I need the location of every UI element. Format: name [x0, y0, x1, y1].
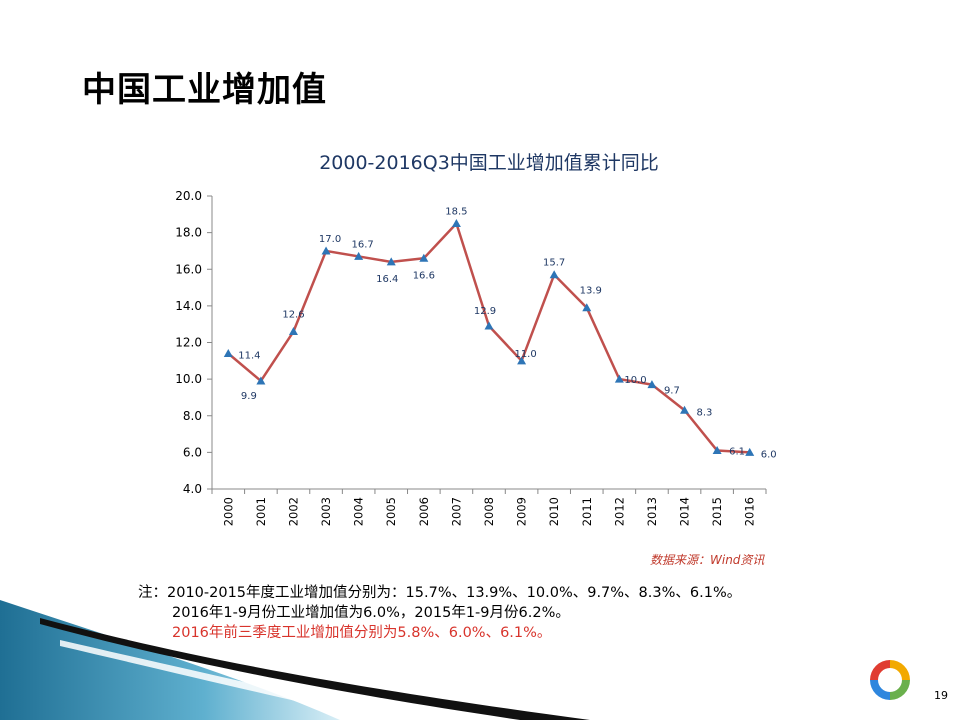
y-tick-label: 10.0: [175, 372, 202, 386]
data-point-marker: [419, 253, 429, 262]
data-label: 16.7: [352, 239, 374, 250]
x-tick-label: 2002: [286, 497, 300, 526]
data-label: 10.0: [624, 375, 646, 386]
data-label: 9.7: [664, 386, 680, 397]
y-tick-label: 12.0: [175, 336, 202, 350]
line-chart: 2000-2016Q3中国工业增加值累计同比 4.0 6.0 8.0 10.0 12.0 1…: [175, 152, 777, 526]
data-label: 15.7: [543, 258, 565, 269]
data-source: 数据来源：Wind资讯: [650, 553, 765, 567]
data-label: 6.0: [761, 449, 777, 460]
y-tick-label: 6.0: [183, 445, 202, 459]
note-line-2: 2016年1-9月份工业增加值为6.0%，2015年1-9月份6.2%。: [172, 605, 570, 621]
data-point-marker: [745, 447, 755, 456]
note-line-3: 2016年前三季度工业增加值分别为5.8%、6.0%、6.1%。: [172, 625, 552, 641]
y-tick-label: 8.0: [183, 409, 202, 423]
data-label: 8.3: [697, 407, 713, 418]
slide-title: 中国工业增加值: [82, 70, 327, 110]
page-number: 19: [934, 689, 948, 702]
x-tick-label: 2001: [254, 497, 268, 526]
data-label: 12.6: [282, 310, 304, 321]
x-tick-label: 2000: [221, 497, 235, 526]
data-point-marker: [712, 446, 722, 455]
notes-block: 注：2010-2015年度工业增加值分别为：15.7%、13.9%、10.0%、…: [138, 583, 741, 643]
data-label: 9.9: [241, 391, 257, 402]
data-point-marker: [223, 348, 233, 357]
data-point-marker: [517, 356, 527, 365]
data-point-marker: [549, 270, 559, 279]
data-label: 18.5: [445, 206, 467, 217]
y-tick-label: 4.0: [183, 482, 202, 496]
chart-title: 2000-2016Q3中国工业增加值累计同比: [319, 152, 659, 174]
decorative-swoosh: [0, 600, 590, 720]
x-tick-label: 2009: [515, 497, 529, 526]
data-point-marker: [288, 327, 298, 336]
data-label: 11.4: [238, 350, 260, 361]
x-tick-label: 2013: [645, 497, 659, 526]
data-point-marker: [256, 376, 266, 385]
data-label: 11.0: [514, 349, 536, 360]
x-tick-label: 2012: [612, 497, 626, 526]
data-point-marker: [484, 321, 494, 330]
swoosh-teal: [0, 600, 340, 720]
x-tick-label: 2011: [580, 497, 594, 526]
y-tick-label: 18.0: [175, 226, 202, 240]
data-label: 6.1: [729, 447, 745, 458]
data-label: 16.6: [413, 270, 435, 281]
data-label: 16.4: [376, 274, 398, 285]
logo-icon: [870, 660, 910, 700]
data-point-marker: [386, 257, 396, 266]
data-point-marker: [647, 380, 657, 389]
x-tick-label: 2015: [710, 497, 724, 526]
series-line: [227, 222, 750, 454]
data-point-marker: [354, 251, 364, 260]
data-label: 17.0: [319, 234, 341, 245]
data-point-marker: [582, 303, 592, 312]
data-label: 12.9: [474, 306, 496, 317]
data-label: 13.9: [580, 286, 602, 297]
x-tick-label: 2014: [678, 497, 692, 526]
x-tick-label: 2005: [384, 497, 398, 526]
data-point-marker: [321, 246, 331, 255]
y-tick-label: 14.0: [175, 299, 202, 313]
y-tick-label: 16.0: [175, 262, 202, 276]
y-tick-label: 20.0: [175, 189, 202, 203]
data-point-marker: [680, 405, 690, 414]
data-point-marker: [451, 218, 461, 227]
x-tick-label: 2003: [319, 497, 333, 526]
data-point-marker: [614, 374, 624, 383]
x-tick-label: 2006: [417, 497, 431, 526]
x-tick-label: 2010: [547, 497, 561, 526]
x-tick-label: 2016: [743, 497, 757, 526]
note-line-1: 注：2010-2015年度工业增加值分别为：15.7%、13.9%、10.0%、…: [138, 585, 742, 601]
x-tick-label: 2004: [352, 497, 366, 526]
x-tick-label: 2008: [482, 497, 496, 526]
x-tick-label: 2007: [449, 497, 463, 526]
